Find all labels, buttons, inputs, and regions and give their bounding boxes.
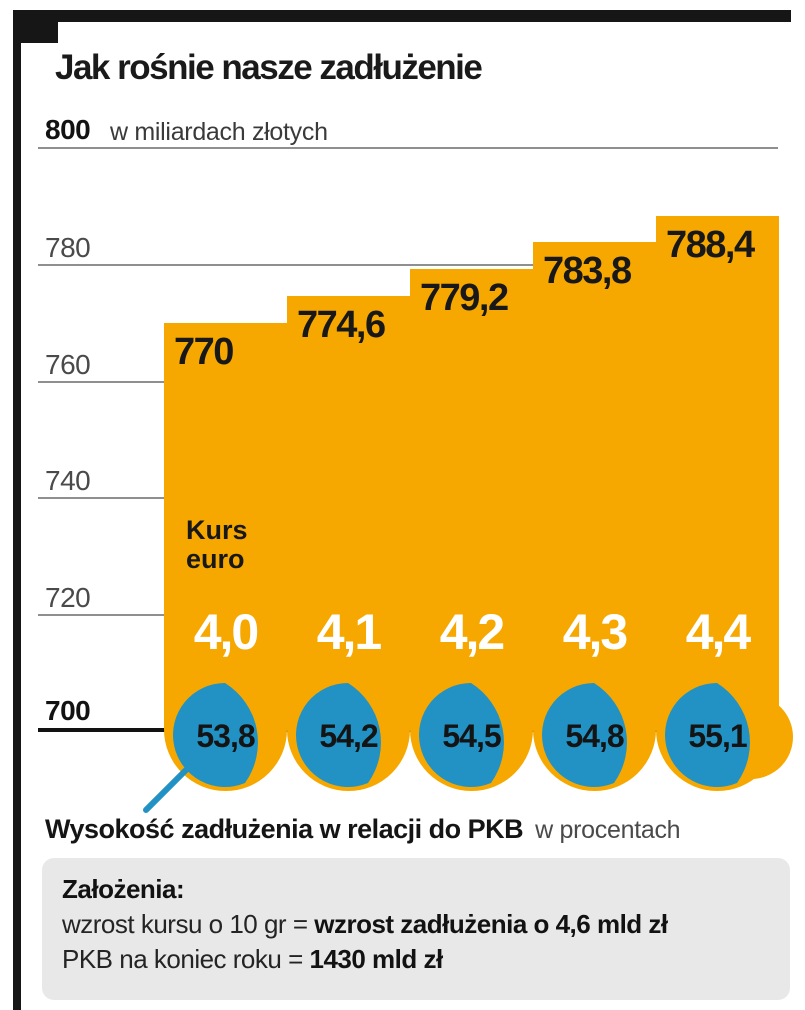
kurs-euro-line1: Kurs [186,515,248,545]
assumptions-line2-regular: PKB na koniec roku = [62,944,310,974]
pkb-percent-value: 55,1 [688,718,747,754]
pkb-percent-value: 54,8 [565,718,624,754]
assumptions-heading: Założenia: [62,874,185,904]
bar-2009 [164,323,287,730]
assumptions-line-1: wzrost kursu o 10 gr = wzrost zadłużenia… [62,907,774,942]
euro-rate-value: 4,1 [316,604,383,660]
page-title: Jak rośnie nasze zadłużenie [55,48,483,87]
bar-value-label: 779,2 [420,277,509,319]
euro-rate-value: 4,4 [685,604,752,660]
y-tick-700: 700 [45,695,91,726]
bar-value-label: 783,8 [543,250,632,292]
pkb-pie-icon [542,683,627,787]
assumptions-line1-regular: wzrost kursu o 10 gr = [62,909,315,939]
assumptions-line-2: PKB na koniec roku = 1430 mld zł [62,942,774,977]
bar-2 [287,296,410,730]
euro-rate-value: 4,2 [439,604,506,660]
callout-line-icon [143,761,195,813]
pie-caption: Wysokość zadłużenia w relacji do PKB w pr… [45,814,681,845]
assumptions-box: Założenia: wzrost kursu o 10 gr = wzrost… [42,858,790,1000]
frame-left-bar [13,10,21,1010]
assumptions-line2-bold: 1430 mld zł [309,944,443,974]
euro-rate-value: 4,3 [562,604,629,660]
pkb-percent-value: 53,8 [196,718,255,754]
bar-3 [410,269,533,730]
pkb-pie-icon [173,683,258,787]
pie-caption-suffix: w procentach [535,816,681,844]
pkb-percent-value: 54,5 [442,718,501,754]
bar-value-label: 788,4 [666,224,755,266]
kurs-euro-line2: euro [186,544,245,574]
pkb-percent-value: 54,2 [319,718,378,754]
gridline-780 [38,264,778,266]
pkb-pie-icon [296,683,381,787]
y-tick-760: 760 [45,349,91,380]
bar-5 [656,216,779,730]
pie-caption-bold: Wysokość zadłużenia w relacji do PKB [45,814,524,844]
bar-value-label: 774,6 [297,304,386,346]
frame-top-bar [13,10,791,22]
bar-value-label: 770 [174,331,234,373]
y-tick-800: 800 [45,114,91,145]
axis-unit-label: w miliardach złotych [110,118,328,146]
bar-4 [533,242,656,730]
kurs-euro-label: Kurs euro [186,516,248,574]
assumptions-line1-bold: wzrost zadłużenia o 4,6 mld zł [314,909,668,939]
y-tick-740: 740 [45,465,91,496]
pkb-pie-icon [665,683,750,787]
y-tick-720: 720 [45,582,91,613]
euro-rate-value: 4,0 [193,604,260,660]
pkb-pie-icon [419,683,504,787]
y-tick-780: 780 [45,232,91,263]
gridline-800 [38,147,778,149]
